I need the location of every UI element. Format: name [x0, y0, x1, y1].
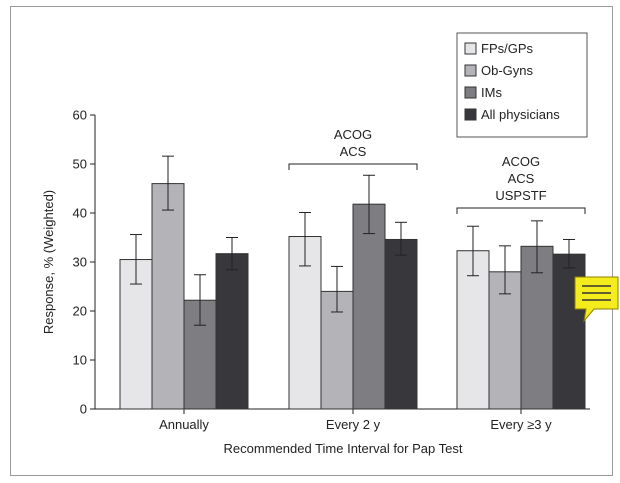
x-axis-label: Recommended Time Interval for Pap Test — [224, 441, 463, 456]
annotation-text: ACOG — [334, 127, 372, 142]
error-bar — [194, 274, 206, 326]
annotations-group: ACOG ACS ACOG ACS USPSTF — [288, 127, 586, 214]
figure-frame — [10, 6, 613, 476]
bars-group — [119, 183, 586, 410]
legend-swatch — [464, 86, 477, 99]
legend-item: All physicians — [464, 107, 560, 122]
bar — [352, 203, 386, 410]
legend-swatch — [464, 108, 477, 121]
y-tick-label: 0 — [80, 402, 87, 417]
annotation-text: ACOG — [502, 154, 540, 169]
error-bars-group — [130, 155, 575, 326]
error-bar — [130, 234, 142, 285]
x-tick-label: Annually — [159, 417, 209, 432]
error-bar — [499, 245, 511, 295]
legend-item: FPs/GPs — [464, 41, 534, 56]
legend-box — [456, 32, 588, 138]
x-tick-label: Every 2 y — [326, 417, 381, 432]
y-tick-label: 20 — [73, 304, 87, 319]
error-bar — [395, 221, 407, 256]
legend-swatch — [464, 64, 477, 77]
annotation-bracket: ACOG ACS — [288, 127, 418, 170]
bar — [384, 238, 418, 410]
y-tick-label: 30 — [73, 255, 87, 270]
legend: FPs/GPs Ob-Gyns IMs All physicians — [456, 32, 588, 138]
bracket-line — [288, 163, 418, 170]
bar — [488, 271, 522, 410]
error-bar — [226, 237, 238, 271]
legend-label: Ob-Gyns — [481, 63, 534, 78]
legend-item: Ob-Gyns — [464, 63, 534, 78]
y-axis-label: Response, % (Weighted) — [41, 190, 56, 334]
annotation-text: ACS — [340, 144, 367, 159]
comment-note-icon[interactable] — [574, 276, 620, 324]
error-bar — [563, 238, 575, 269]
annotation-bracket: ACOG ACS USPSTF — [456, 154, 586, 214]
legend-item: IMs — [464, 85, 502, 100]
legend-label: All physicians — [481, 107, 560, 122]
annotation-text: ACS — [508, 171, 535, 186]
x-tick-label: Every ≥3 y — [490, 417, 552, 432]
annotation-text: USPSTF — [495, 188, 546, 203]
legend-label: FPs/GPs — [481, 41, 534, 56]
y-tick-label: 60 — [73, 108, 87, 123]
y-tick-label: 40 — [73, 206, 87, 221]
legend-swatch — [464, 42, 477, 55]
axes: 0 10 20 30 40 50 60 Annually Every 2 y Every ≥3 … — [73, 108, 590, 432]
bar — [215, 253, 249, 410]
error-bar — [467, 225, 479, 277]
error-bar — [162, 155, 174, 211]
bar — [151, 183, 185, 410]
bracket-line — [456, 207, 586, 214]
legend-label: IMs — [481, 85, 502, 100]
error-bar — [363, 174, 375, 235]
error-bar — [331, 265, 343, 313]
y-tick-label: 10 — [73, 353, 87, 368]
y-tick-label: 50 — [73, 157, 87, 172]
error-bar — [299, 212, 311, 267]
bar — [520, 245, 554, 410]
error-bar — [531, 220, 543, 274]
